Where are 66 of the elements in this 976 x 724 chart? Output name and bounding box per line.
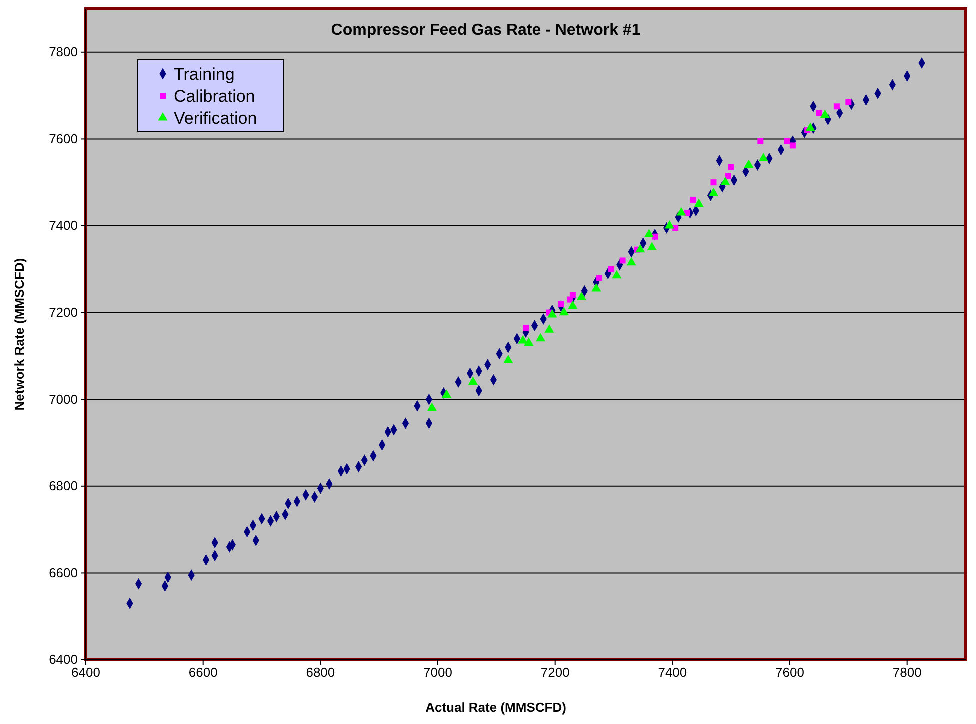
point <box>518 335 528 344</box>
point <box>652 234 658 240</box>
point <box>664 220 675 229</box>
point <box>834 104 840 110</box>
point <box>784 138 790 144</box>
legend-label: Verification <box>174 109 258 128</box>
point <box>592 283 602 292</box>
y-tick-label: 7200 <box>49 304 78 320</box>
point <box>524 338 534 346</box>
point <box>636 244 646 253</box>
point <box>744 160 754 168</box>
legend-label: Training <box>174 65 235 84</box>
point <box>568 300 578 310</box>
point <box>626 257 636 266</box>
point <box>536 333 546 342</box>
point <box>720 177 730 186</box>
point <box>523 324 529 331</box>
point <box>684 210 690 216</box>
point <box>544 324 554 333</box>
point <box>708 188 719 196</box>
point <box>608 266 614 272</box>
point <box>644 229 654 238</box>
x-tick-label: 7600 <box>776 665 804 680</box>
point <box>612 270 622 279</box>
point <box>468 376 478 386</box>
point <box>620 258 626 264</box>
y-tick-label: 6400 <box>49 652 78 668</box>
point <box>846 99 852 106</box>
point <box>758 138 764 144</box>
point <box>820 110 830 118</box>
y-tick-label: 7800 <box>49 44 78 60</box>
y-tick-label: 7000 <box>49 392 78 407</box>
x-tick-label: 7400 <box>658 665 688 680</box>
point <box>725 173 732 180</box>
point <box>647 242 657 250</box>
point <box>548 309 558 318</box>
point <box>504 354 514 364</box>
x-tick-label: 6800 <box>306 665 336 680</box>
point <box>816 110 822 116</box>
text: Compressor Feed Gas Rate - Network #1 <box>331 22 641 39</box>
point <box>728 164 734 170</box>
point <box>694 198 704 208</box>
x-axis-title: Actual Rate (MMSCFD) <box>426 700 566 715</box>
y-tick-label: 7400 <box>49 218 78 234</box>
x-tick-label: 6600 <box>188 665 218 680</box>
point <box>690 196 696 203</box>
point <box>576 292 587 300</box>
y-tick-label: 6800 <box>49 478 78 494</box>
legend-label: Calibration <box>174 87 256 106</box>
x-tick-label: 7800 <box>892 665 922 680</box>
y-tick-label: 7600 <box>49 131 78 146</box>
point <box>427 402 437 412</box>
point <box>559 307 569 316</box>
point <box>676 207 686 216</box>
point <box>570 292 576 298</box>
point <box>710 180 717 186</box>
x-tick-label: 7000 <box>424 665 452 680</box>
y-axis-title: Network Rate (MMSCFD) <box>12 258 27 411</box>
point <box>790 142 796 149</box>
y-tick-label: 6600 <box>49 565 78 580</box>
point <box>806 122 816 132</box>
point <box>758 153 768 162</box>
x-tick-label: 7200 <box>540 665 570 680</box>
x-tick-label: 6400 <box>72 665 100 680</box>
point <box>596 275 602 282</box>
point <box>442 390 452 398</box>
